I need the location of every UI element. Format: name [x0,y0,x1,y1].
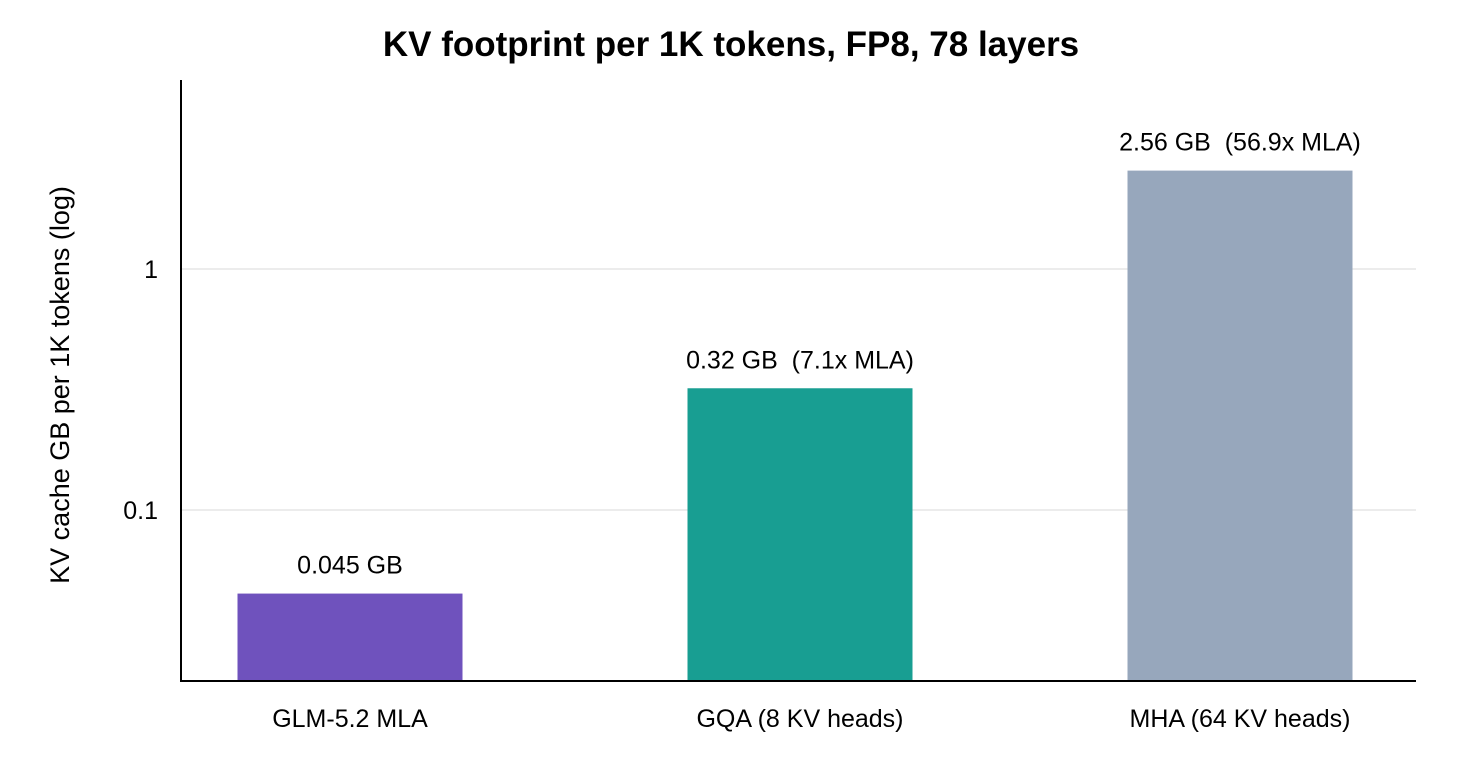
data-labels: 0.045 GB 0.32 GB (7.1x MLA) 2.56 GB (56.9x… [297,129,1361,580]
bar [1127,170,1353,681]
bar-value-label: 0.045 GB [297,552,403,580]
x-tick-label: GQA (8 KV heads) [696,705,903,733]
x-tick-label: GLM-5.2 MLA [272,705,428,733]
bar [237,593,463,681]
y-axis-label: KV cache GB per 1K tokens (log) [45,186,75,584]
chart-title: KV footprint per 1K tokens, FP8, 78 laye… [383,25,1079,64]
y-tick-label: 1 [144,256,158,284]
y-tick-label: 0.1 [123,497,158,525]
y-axis-ticks: 0.11 [123,256,158,525]
x-tick-label: MHA (64 KV heads) [1130,705,1351,733]
bar-value-label: 2.56 GB (56.9x MLA) [1119,129,1361,157]
bar-value-label: 0.32 GB (7.1x MLA) [686,346,914,374]
bars [237,170,1353,681]
x-axis-ticks: GLM-5.2 MLA GQA (8 KV heads) MHA (64 KV he… [272,705,1350,733]
bar [687,388,913,681]
